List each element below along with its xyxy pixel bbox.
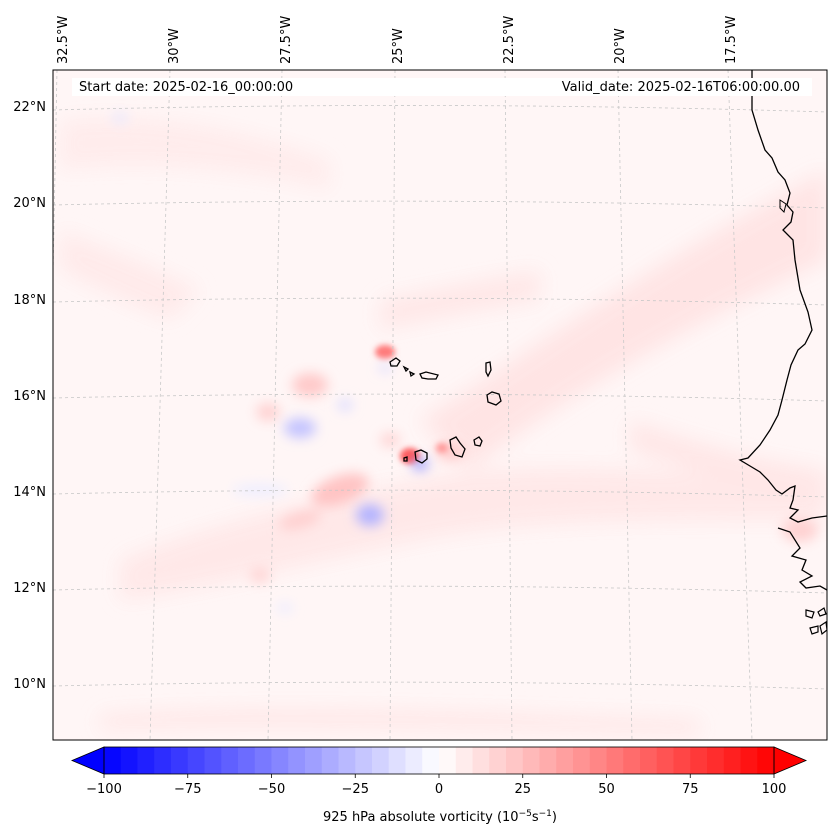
colorbar-cell xyxy=(187,747,206,774)
colorbar-cell xyxy=(338,747,356,774)
lon-label: 32.5°W xyxy=(56,16,71,64)
colorbar-cell xyxy=(539,747,557,774)
colorbar-cell xyxy=(104,747,122,774)
colorbar-cell xyxy=(120,747,139,774)
colorbar-cell xyxy=(221,747,239,774)
lon-label: 30°W xyxy=(167,28,182,64)
colorbar-cell xyxy=(573,747,591,774)
latitude-labels: 22°N 20°N 18°N 16°N 14°N 12°N 10°N xyxy=(13,100,46,692)
lon-label: 20°W xyxy=(613,28,628,64)
lat-label: 22°N xyxy=(13,100,46,115)
colorbar-cell xyxy=(204,747,222,774)
lon-label: 25°W xyxy=(391,28,406,64)
colorbar-cell xyxy=(288,747,306,774)
cape-verde-islands xyxy=(389,357,502,464)
colorbar-cell xyxy=(455,747,474,774)
colorbar-ticks: −100 −75 −50 −25 0 25 50 75 100 xyxy=(86,774,786,797)
colorbar-cell xyxy=(522,747,541,774)
colorbar-cell xyxy=(740,747,758,774)
lat-label: 18°N xyxy=(13,293,46,308)
colorbar-cell xyxy=(673,747,691,774)
colorbar-cell xyxy=(422,747,440,774)
graticule xyxy=(53,70,827,740)
colorbar-cell xyxy=(556,747,574,774)
colorbar-cell xyxy=(439,747,457,774)
colorbar-label: 925 hPa absolute vorticity (10−5s−1) xyxy=(323,809,557,825)
colorbar-cell xyxy=(757,747,775,774)
colorbar-cell xyxy=(171,747,189,774)
colorbar-cell xyxy=(137,747,155,774)
colorbar-cell xyxy=(640,747,658,774)
colorbar-cell xyxy=(606,747,624,774)
colorbar-cell xyxy=(506,747,524,774)
colorbar: −100 −75 −50 −25 0 25 50 75 100 925 hPa absolute… xyxy=(70,746,808,825)
lat-label: 10°N xyxy=(13,677,46,692)
vorticity-field xyxy=(53,70,827,740)
colorbar-cell xyxy=(254,747,273,774)
colorbar-cell xyxy=(271,747,289,774)
colorbar-cell xyxy=(489,747,507,774)
colorbar-tick-label: −75 xyxy=(174,782,201,797)
lon-label: 27.5°W xyxy=(279,16,294,64)
colorbar-tick-label: −50 xyxy=(258,782,285,797)
colorbar-cell xyxy=(623,747,641,774)
lat-label: 20°N xyxy=(13,196,46,211)
colorbar-cell xyxy=(723,747,742,774)
lon-label: 22.5°W xyxy=(502,16,517,64)
lon-label: 17.5°W xyxy=(724,16,739,64)
colorbar-tick-label: 50 xyxy=(598,782,615,797)
colorbar-tick-label: −100 xyxy=(86,782,122,797)
colorbar-extend-low xyxy=(70,746,105,775)
colorbar-cell xyxy=(388,747,407,774)
valid-date-label: Valid_date: 2025-02-16T06:00:00.00 xyxy=(562,80,800,95)
colorbar-tick-label: −25 xyxy=(342,782,369,797)
colorbar-cell xyxy=(707,747,725,774)
lat-label: 12°N xyxy=(13,581,46,596)
lat-label: 14°N xyxy=(13,485,46,500)
map-frame xyxy=(52,69,828,741)
start-date-label: Start date: 2025-02-16_00:00:00 xyxy=(79,80,293,95)
longitude-labels: 32.5°W 30°W 27.5°W 25°W 22.5°W 20°W 17.5… xyxy=(56,16,739,64)
colorbar-cell xyxy=(305,747,323,774)
colorbar-cell xyxy=(690,747,708,774)
colorbar-extend-high xyxy=(773,746,808,775)
colorbar-cell xyxy=(472,747,490,774)
header-bar xyxy=(72,78,812,96)
colorbar-cell xyxy=(656,747,675,774)
colorbar-tick-label: 75 xyxy=(682,782,699,797)
colorbar-cell xyxy=(154,747,172,774)
colorbar-tick-label: 25 xyxy=(514,782,531,797)
lat-label: 16°N xyxy=(13,389,46,404)
african-coastline xyxy=(738,70,827,523)
colorbar-cell xyxy=(355,747,373,774)
colorbar-cell xyxy=(372,747,390,774)
colorbar-tick-label: 100 xyxy=(762,782,787,797)
colorbar-cell xyxy=(238,747,256,774)
colorbar-cell xyxy=(589,747,608,774)
colorbar-cell xyxy=(405,747,423,774)
colorbar-tick-label: 0 xyxy=(435,782,443,797)
colorbar-cell xyxy=(321,747,340,774)
